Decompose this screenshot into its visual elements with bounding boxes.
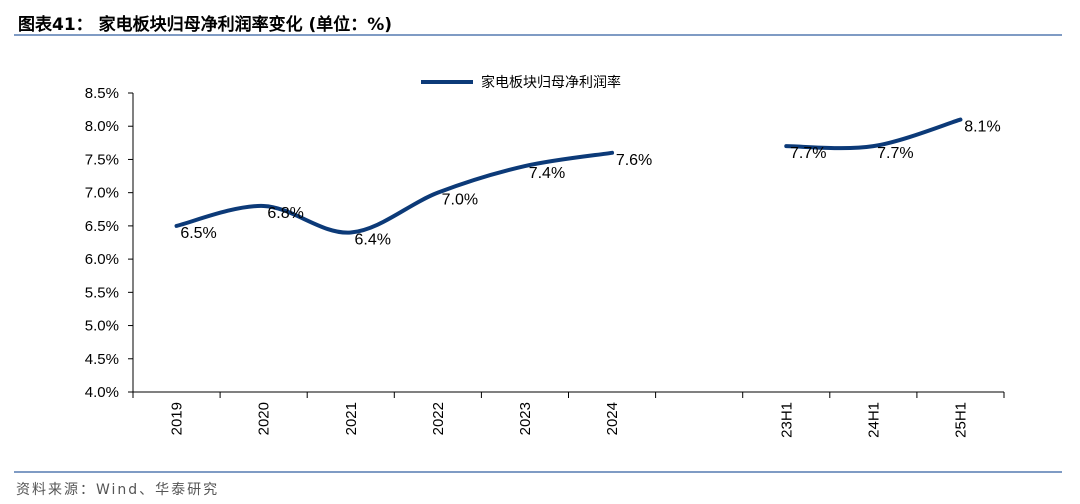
footer-divider [14, 471, 1062, 473]
series-line [784, 117, 963, 151]
y-axis-ticks: 4.0% 4.5% 5.0% 5.5% 6.0% 6.5% 7.0% 7.5% 8.0% 8.5% [85, 85, 133, 401]
legend: 家电板块归母净利润率 [421, 74, 621, 91]
x-tick-label: 2020 [256, 402, 273, 435]
y-tick-label: 5.5% [85, 284, 119, 301]
y-tick-label: 6.5% [85, 218, 119, 235]
x-axis-ticks: 2019 2020 2021 2022 2023 2024 23H1 24H1 25H1 [132, 392, 1005, 438]
data-label: 6.5% [180, 225, 216, 242]
chart-title: 图表41： 家电板块归母净利润率变化 (单位：%) [18, 15, 393, 35]
data-labels: 6.5% 6.8% 6.4% 7.0% 7.4% 7.6% 7.7% 7.7% 8.1% [180, 119, 1000, 249]
x-tick-label: 2019 [169, 402, 186, 435]
legend-label: 家电板块归母净利润率 [481, 74, 621, 91]
chart-title-bar: 图表41： 家电板块归母净利润率变化 (单位：%) [14, 8, 1064, 35]
data-label: 7.6% [616, 152, 652, 169]
x-tick-label: 23H1 [778, 402, 795, 438]
source-note: 资料来源：Wind、华泰研究 [16, 482, 220, 498]
x-tick-label: 24H1 [865, 402, 882, 438]
series-lines [174, 117, 963, 235]
y-tick-label: 7.5% [85, 151, 119, 168]
data-label: 7.7% [877, 145, 913, 162]
title-divider [14, 34, 1062, 36]
data-label: 7.4% [529, 165, 565, 182]
y-tick-label: 4.0% [85, 384, 119, 401]
data-label: 6.8% [267, 205, 303, 222]
y-tick-label: 8.0% [85, 118, 119, 135]
y-tick-label: 5.0% [85, 318, 119, 335]
y-tick-label: 4.5% [85, 351, 119, 368]
x-tick-label: 2022 [430, 402, 447, 435]
data-label: 6.4% [355, 232, 391, 249]
x-tick-label: 2023 [517, 402, 534, 435]
y-tick-label: 6.0% [85, 251, 119, 268]
series-line [174, 150, 615, 235]
x-tick-label: 2021 [343, 402, 360, 435]
y-tick-label: 7.0% [85, 185, 119, 202]
y-tick-label: 8.5% [85, 85, 119, 102]
x-tick-label: 25H1 [952, 402, 969, 438]
data-label: 7.7% [790, 145, 826, 162]
chart-axes [132, 93, 1004, 393]
x-tick-label: 2024 [604, 402, 621, 435]
data-label: 7.0% [442, 192, 478, 209]
data-label: 8.1% [964, 119, 1000, 136]
